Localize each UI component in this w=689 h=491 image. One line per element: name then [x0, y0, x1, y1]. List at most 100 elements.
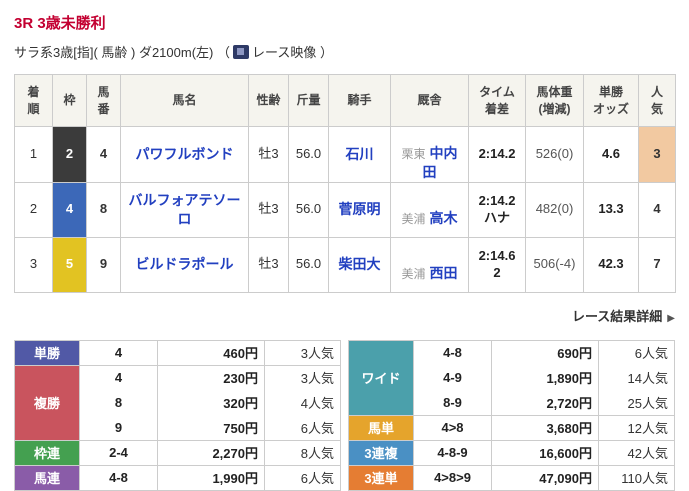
horse-weight: 482(0) — [525, 181, 584, 238]
jockey-link[interactable]: 柴田大 — [338, 256, 381, 273]
horse-name-link[interactable]: バルフォアテソーロ — [128, 191, 241, 227]
payout-row: ワイド 4-8 690円 6人気 — [348, 339, 675, 416]
header-horse-weight: 馬体重 (増減) — [525, 74, 584, 127]
payout-amount: 230円 — [157, 364, 265, 391]
payout-popularity: 14人気 — [598, 365, 675, 391]
bet-type-quinella: 馬連 — [14, 464, 80, 491]
finish-position: 1 — [14, 126, 53, 183]
results-header-row: 着 順 枠 馬 番 馬名 性齢 斤量 騎手 厩舎 タイム 着差 馬体重 (増減)… — [14, 74, 676, 127]
payout-combo: 4-8 — [79, 464, 158, 491]
payout-combo: 4 — [79, 339, 158, 366]
time-margin: 2:14.2 — [468, 126, 526, 183]
sex-age: 牡3 — [248, 181, 289, 238]
payout-amount: 1,990円 — [157, 464, 265, 491]
payout-popularity: 110人気 — [598, 464, 675, 491]
table-row: 1 2 4 パワフルボンド 牡3 56.0 石川 栗東 中内田 2:14.2 52… — [14, 126, 676, 183]
finish-position: 3 — [14, 236, 53, 293]
detail-link-row: レース結果詳細 ▶ — [14, 306, 675, 325]
payout-row: 枠連 2-4 2,270円 8人気 — [14, 439, 341, 466]
payout-amount: 3,680円 — [491, 414, 599, 441]
race-video-link[interactable]: レース映像 — [252, 45, 317, 60]
payout-amount: 16,600円 — [491, 439, 599, 466]
payout-section: 単勝 4 460円 3人気 複勝 4 230円 3人気 8 320円 4人気 9… — [14, 339, 675, 491]
payout-popularity: 6人気 — [264, 464, 341, 491]
payout-row: 複勝 4 230円 3人気 — [14, 364, 341, 441]
header-time-margin: タイム 着差 — [468, 74, 526, 127]
popularity: 7 — [638, 236, 676, 293]
header-popularity: 人 気 — [638, 74, 676, 127]
payout-amount: 460円 — [157, 339, 265, 366]
horse-name-link[interactable]: パワフルボンド — [135, 145, 234, 162]
carried-weight: 56.0 — [288, 181, 329, 238]
stable-region: 美浦 — [401, 211, 426, 226]
bet-type-exacta: 馬単 — [348, 414, 414, 441]
stable-cell: 美浦 高木 — [390, 181, 469, 238]
payout-amount: 750円 — [157, 415, 265, 441]
header-horse-number: 馬 番 — [86, 74, 121, 127]
trainer-link[interactable]: 高木 — [429, 209, 458, 226]
header-frame: 枠 — [52, 74, 87, 127]
payout-combo: 8-9 — [413, 390, 492, 416]
jockey-link[interactable]: 菅原明 — [338, 201, 381, 218]
frame-number: 5 — [52, 236, 87, 293]
race-result-detail-link[interactable]: レース結果詳細 ▶ — [571, 308, 675, 324]
payout-row: 4-9 1,890円 14人気 — [349, 365, 675, 391]
payout-popularity: 12人気 — [598, 414, 675, 441]
bet-type-bracket-quinella: 枠連 — [14, 439, 80, 466]
trainer-link[interactable]: 中内田 — [422, 144, 458, 180]
payout-row: 馬連 4-8 1,990円 6人気 — [14, 464, 341, 491]
payout-row: 8 320円 4人気 — [15, 390, 341, 416]
race-video-icon[interactable] — [233, 45, 249, 59]
triangle-right-icon: ▶ — [667, 312, 675, 324]
payout-combo: 4-9 — [413, 365, 492, 391]
payout-popularity: 3人気 — [264, 364, 341, 391]
payout-popularity: 42人気 — [598, 439, 675, 466]
frame-number: 4 — [52, 181, 87, 238]
bet-type-win: 単勝 — [14, 339, 80, 366]
payout-combo: 4>8>9 — [413, 464, 492, 491]
payout-popularity: 6人気 — [598, 339, 675, 366]
stable-cell: 美浦 西田 — [390, 236, 469, 293]
sex-age: 牡3 — [248, 126, 289, 183]
popularity: 3 — [638, 126, 676, 183]
payout-row: 3連複 4-8-9 16,600円 42人気 — [348, 439, 675, 466]
payout-popularity: 3人気 — [264, 339, 341, 366]
header-stable: 厩舎 — [390, 74, 469, 127]
payout-popularity: 25人気 — [598, 390, 675, 416]
stable-region: 栗東 — [401, 146, 426, 161]
payout-combo: 4 — [79, 364, 158, 391]
payout-row: 3連単 4>8>9 47,090円 110人気 — [348, 464, 675, 491]
payout-amount: 2,720円 — [491, 390, 599, 416]
payout-combo: 2-4 — [79, 439, 158, 466]
payout-combo: 4-8-9 — [413, 439, 492, 466]
payout-row: 馬単 4>8 3,680円 12人気 — [348, 414, 675, 441]
win-odds: 13.3 — [583, 181, 639, 238]
header-carried-weight: 斤量 — [288, 74, 329, 127]
popularity: 4 — [638, 181, 676, 238]
payout-amount: 320円 — [157, 390, 265, 416]
payout-combo: 4-8 — [413, 339, 492, 366]
bet-type-trifecta: 3連単 — [348, 464, 414, 491]
payout-row: 8-9 2,720円 25人気 — [349, 390, 675, 416]
payout-combo: 8 — [79, 390, 158, 416]
race-results-table: 着 順 枠 馬 番 馬名 性齢 斤量 騎手 厩舎 タイム 着差 馬体重 (増減)… — [14, 74, 676, 293]
header-horse-name: 馬名 — [120, 74, 249, 127]
horse-weight: 506(-4) — [525, 236, 584, 293]
horse-name-link[interactable]: ビルドラポール — [135, 256, 234, 273]
table-row: 2 4 8 バルフォアテソーロ 牡3 56.0 菅原明 美浦 高木 2:14.2 … — [14, 181, 676, 238]
table-row: 3 5 9 ビルドラポール 牡3 56.0 柴田大 美浦 西田 2:14.6 2 … — [14, 236, 676, 293]
horse-number: 9 — [86, 236, 121, 293]
payout-table-right: ワイド 4-8 690円 6人気 4-9 1,890円 14人気 8-9 2,7… — [348, 339, 675, 491]
carried-weight: 56.0 — [288, 126, 329, 183]
stable-cell: 栗東 中内田 — [390, 126, 469, 183]
paren-open: （ — [216, 45, 230, 60]
horse-weight: 526(0) — [525, 126, 584, 183]
jockey-link[interactable]: 石川 — [345, 145, 374, 162]
payout-amount: 47,090円 — [491, 464, 599, 491]
time-margin: 2:14.2 ハナ — [468, 181, 526, 238]
bet-type-place: 複勝 — [14, 364, 80, 441]
horse-number: 4 — [86, 126, 121, 183]
paren-close: ） — [319, 45, 333, 60]
win-odds: 4.6 — [583, 126, 639, 183]
trainer-link[interactable]: 西田 — [429, 264, 458, 281]
